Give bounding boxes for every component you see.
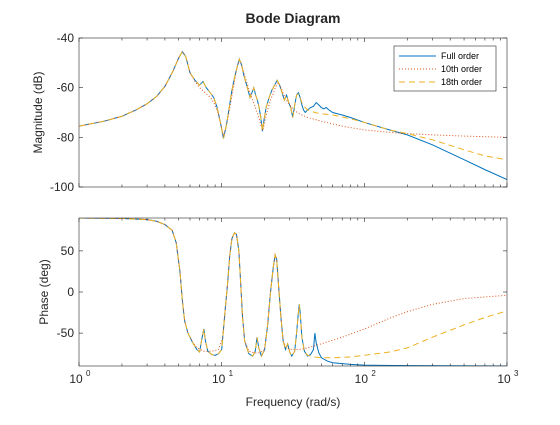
legend-label-18th-order: 18th order bbox=[441, 77, 482, 87]
magnitude-y-ticks: -100 -80 -60 -40 bbox=[50, 31, 507, 194]
magnitude-axes-box bbox=[78, 37, 508, 188]
magnitude-line-18th-order bbox=[79, 50, 507, 161]
phase-axes-background bbox=[79, 218, 507, 366]
x-tick-label-exponent: 3 bbox=[514, 369, 519, 378]
magnitude-y-tick-label: -80 bbox=[57, 130, 75, 144]
x-tick-label: 10 bbox=[69, 372, 83, 386]
x-tick-label-exponent: 0 bbox=[86, 369, 91, 378]
magnitude-y-tick-label: -60 bbox=[57, 81, 75, 95]
legend-label-10th-order: 10th order bbox=[441, 64, 482, 74]
x-axis-label: Frequency (rad/s) bbox=[246, 395, 341, 409]
phase-y-tick-label: 0 bbox=[67, 285, 74, 299]
phase-axes-box bbox=[78, 217, 508, 367]
phase-line-18th-order bbox=[79, 218, 507, 359]
magnitude-y-tick-label: -40 bbox=[57, 31, 75, 45]
x-tick-label: 10 bbox=[355, 372, 369, 386]
x-tick-label: 10 bbox=[212, 372, 226, 386]
phase-y-tick-label: 50 bbox=[61, 244, 75, 258]
magnitude-panel: -100 -80 -60 -40 Magnitude (dB) Full order … bbox=[31, 31, 508, 194]
x-tick-label-exponent: 1 bbox=[229, 369, 234, 378]
chart-title: Bode Diagram bbox=[246, 10, 341, 26]
legend: Full order 10th order 18th order bbox=[393, 45, 497, 92]
magnitude-y-tick-label: -100 bbox=[50, 180, 74, 194]
phase-y-ticks: -50 0 50 bbox=[57, 244, 507, 340]
magnitude-series-group bbox=[79, 50, 507, 181]
phase-series-group bbox=[79, 218, 507, 366]
x-tick-label-exponent: 2 bbox=[371, 369, 376, 378]
phase-y-tick-label: -50 bbox=[57, 326, 75, 340]
legend-label-full-order: Full order bbox=[441, 51, 479, 61]
x-tick-label: 10 bbox=[497, 372, 511, 386]
magnitude-y-label: Magnitude (dB) bbox=[31, 71, 45, 153]
phase-y-label: Phase (deg) bbox=[37, 259, 51, 324]
magnitude-line-10th-order bbox=[79, 50, 507, 138]
